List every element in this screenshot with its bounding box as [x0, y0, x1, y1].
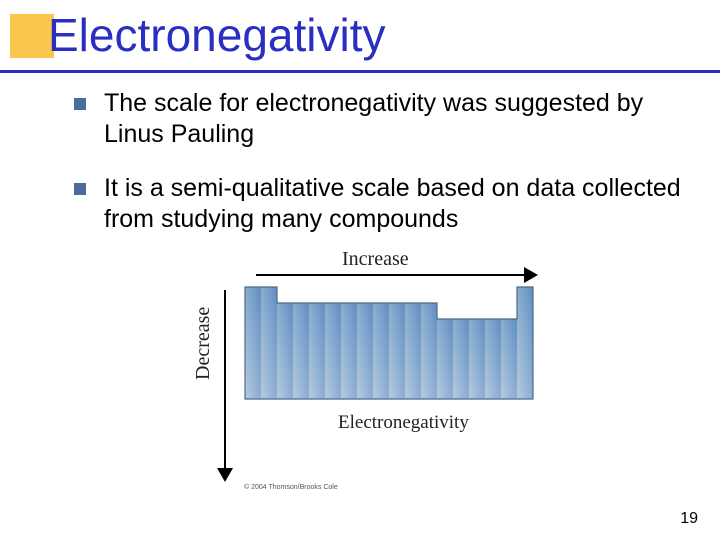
electronegativity-diagram: Increase Decrease Electronegativity © 20… — [156, 252, 564, 502]
bullet-list: The scale for electronegativity was sugg… — [74, 88, 684, 257]
periodic-table-shape — [244, 286, 534, 400]
decrease-arrow-head-icon — [217, 468, 233, 482]
page-number: 19 — [680, 510, 698, 528]
copyright-text: © 2004 Thomson/Brooks Cole — [244, 484, 338, 491]
decrease-arrow-line — [224, 290, 226, 470]
center-label: Electronegativity — [338, 412, 469, 434]
list-item: The scale for electronegativity was sugg… — [74, 88, 684, 151]
bullet-text: The scale for electronegativity was sugg… — [104, 88, 684, 151]
square-bullet-icon — [74, 183, 86, 195]
list-item: It is a semi-qualitative scale based on … — [74, 173, 684, 236]
increase-arrow-head-icon — [524, 267, 538, 283]
decrease-label: Decrease — [192, 307, 215, 380]
page-title: Electronegativity — [48, 8, 386, 62]
square-bullet-icon — [74, 98, 86, 110]
bullet-text: It is a semi-qualitative scale based on … — [104, 173, 684, 236]
increase-arrow-line — [256, 274, 526, 276]
title-underline — [0, 70, 720, 73]
increase-label: Increase — [342, 248, 409, 271]
